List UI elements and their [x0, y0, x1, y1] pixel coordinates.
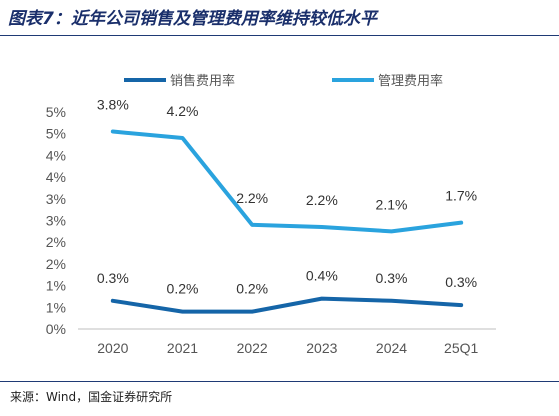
x-axis-ticks: 2020 2021 2022 2023 2024 25Q1	[97, 340, 478, 356]
data-label: 3.8%	[97, 97, 129, 113]
source-note: 来源：Wind，国金证券研究所	[10, 390, 173, 404]
data-label: 2.1%	[376, 196, 408, 212]
title-divider	[0, 35, 559, 36]
y-tick-label: 5%	[46, 104, 66, 120]
x-tick-label: 2022	[237, 340, 268, 356]
data-label: 0.3%	[376, 270, 408, 286]
y-tick-label: 3%	[46, 213, 66, 229]
series-lines	[110, 129, 464, 314]
y-tick-label: 2%	[46, 256, 66, 272]
data-labels: 0.3% 0.2% 0.2% 0.4% 0.3% 0.3% 3.8% 4.2% 2.2% 2.2%…	[97, 97, 477, 297]
data-label: 0.4%	[306, 268, 338, 284]
data-label: 0.3%	[97, 270, 129, 286]
y-tick-label: 5%	[46, 126, 66, 142]
y-tick-label: 0%	[46, 321, 66, 337]
figure-title: 图表7：近年公司销售及管理费用率维持较低水平	[8, 9, 377, 29]
y-tick-label: 3%	[46, 191, 66, 207]
y-tick-label: 1%	[46, 299, 66, 315]
data-label: 0.2%	[236, 281, 268, 297]
y-axis-ticks: 0% 1% 1% 2% 2% 3% 3% 4% 4% 5% 5%	[46, 104, 66, 337]
series-line-1	[110, 129, 464, 234]
footer-divider	[0, 381, 559, 382]
x-tick-label: 2021	[167, 340, 198, 356]
data-label: 1.7%	[445, 188, 477, 204]
data-label: 2.2%	[306, 192, 338, 208]
series-line-0	[110, 296, 464, 314]
y-tick-label: 4%	[46, 169, 66, 185]
data-label: 0.2%	[167, 281, 199, 297]
legend-label-sales: 销售费用率	[170, 73, 235, 89]
x-tick-label: 2023	[306, 340, 337, 356]
x-tick-label: 25Q1	[444, 340, 478, 356]
x-tick-label: 2020	[97, 340, 128, 356]
y-tick-label: 4%	[46, 147, 66, 163]
y-tick-label: 2%	[46, 234, 66, 250]
y-tick-label: 1%	[46, 278, 66, 294]
line-chart: 销售费用率 管理费用率 0%1%1%2%2%3%3%4%4%5%5% 2020 2…	[46, 73, 496, 356]
x-tick-label: 2024	[376, 340, 407, 356]
chart-legend: 销售费用率 管理费用率	[124, 73, 443, 89]
data-label: 0.3%	[445, 274, 477, 290]
data-label: 4.2%	[167, 103, 199, 119]
data-label: 2.2%	[236, 190, 268, 206]
legend-label-admin: 管理费用率	[378, 73, 443, 89]
